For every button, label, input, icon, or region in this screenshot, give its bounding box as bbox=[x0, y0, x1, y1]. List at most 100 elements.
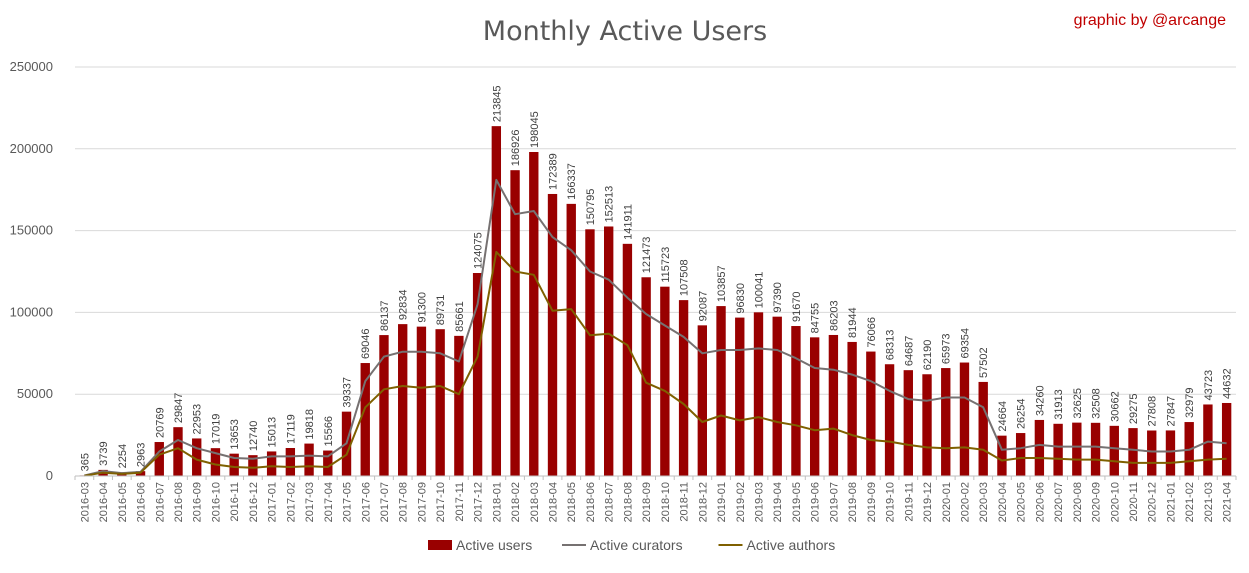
bar-value-label: 89731 bbox=[435, 295, 447, 326]
bar-value-label: 39337 bbox=[342, 377, 354, 408]
x-tick-label: 2021-04 bbox=[1222, 482, 1234, 522]
bar-value-label: 22953 bbox=[192, 404, 204, 435]
x-tick-label: 2018-08 bbox=[622, 482, 634, 522]
bar-value-label: 32508 bbox=[1091, 388, 1103, 419]
bar-value-label: 100041 bbox=[753, 272, 765, 309]
bar-active-users bbox=[660, 286, 670, 476]
x-tick-label: 2021-02 bbox=[1184, 482, 1196, 522]
bar-value-label: 24664 bbox=[997, 401, 1009, 432]
x-tick-label: 2020-10 bbox=[1109, 482, 1121, 522]
bar-active-users bbox=[604, 226, 614, 476]
x-tick-label: 2018-03 bbox=[529, 482, 541, 522]
bar-value-label: 27808 bbox=[1147, 396, 1159, 427]
bar-active-users bbox=[529, 151, 539, 476]
bar-value-label: 43723 bbox=[1203, 370, 1215, 401]
bar-active-users bbox=[154, 442, 164, 476]
x-tick-label: 2019-07 bbox=[828, 482, 840, 522]
bar-active-users bbox=[1147, 430, 1157, 476]
x-tick-label: 2020-09 bbox=[1091, 482, 1103, 522]
bar-value-label: 34260 bbox=[1034, 385, 1046, 416]
bar-active-users bbox=[959, 362, 970, 476]
data-labels: 365 3739 2254 2963 20769 29847 22953 17019 13653… bbox=[79, 85, 1233, 471]
bar-value-label: 31913 bbox=[1053, 389, 1065, 420]
x-tick-label: 2017-05 bbox=[342, 482, 354, 522]
bar-active-users bbox=[735, 317, 745, 476]
axes: 0 50000 100000 150000 200000 250000 2016-03 201… bbox=[10, 59, 1237, 522]
bar-active-users bbox=[978, 381, 988, 476]
x-tick-label: 2019-04 bbox=[772, 482, 784, 522]
bar-value-label: 86203 bbox=[828, 300, 840, 331]
bar-value-label: 103857 bbox=[716, 265, 728, 302]
bar-value-label: 172389 bbox=[548, 153, 560, 190]
bar-value-label: 32979 bbox=[1184, 387, 1196, 418]
bar-value-label: 81944 bbox=[847, 307, 859, 338]
bar-value-label: 213845 bbox=[491, 85, 503, 122]
x-tick-label: 2018-01 bbox=[491, 482, 503, 522]
x-tick-label: 2018-02 bbox=[510, 482, 522, 522]
bar-active-users bbox=[510, 170, 520, 476]
x-tick-label: 2017-02 bbox=[285, 482, 297, 522]
line-series bbox=[84, 178, 1227, 477]
bar-active-users bbox=[1203, 404, 1213, 476]
x-tick-label: 2017-06 bbox=[360, 482, 372, 522]
x-tick-label: 2020-02 bbox=[959, 482, 971, 522]
x-tick-label: 2018-05 bbox=[566, 482, 578, 522]
x-tick-label: 2017-12 bbox=[473, 482, 485, 522]
bar-value-label: 44632 bbox=[1222, 368, 1234, 399]
bar-active-users bbox=[809, 337, 820, 476]
bar-active-users bbox=[1034, 419, 1045, 476]
bar-active-users bbox=[398, 324, 408, 476]
bar-active-users bbox=[266, 451, 277, 476]
x-tick-label: 2020-08 bbox=[1072, 482, 1084, 522]
x-tick-label: 2019-01 bbox=[716, 482, 728, 522]
bar-active-users bbox=[472, 273, 483, 476]
legend-label: Active users bbox=[456, 537, 532, 553]
bar-active-users bbox=[229, 453, 239, 476]
bar-active-users bbox=[1221, 402, 1232, 476]
y-tick-label: 50000 bbox=[17, 386, 53, 401]
gridlines bbox=[75, 66, 1236, 395]
bar-value-label: 15013 bbox=[267, 417, 279, 448]
x-tick-label: 2020-07 bbox=[1053, 482, 1065, 522]
bar-active-users bbox=[360, 363, 370, 476]
bar-active-users bbox=[1128, 428, 1138, 476]
x-tick-label: 2017-07 bbox=[379, 482, 391, 522]
x-tick-label: 2019-10 bbox=[885, 482, 897, 522]
x-tick-label: 2020-12 bbox=[1147, 482, 1159, 522]
bar-active-users bbox=[1072, 422, 1082, 476]
bar-value-label: 115723 bbox=[660, 247, 672, 283]
bar-active-users bbox=[697, 325, 707, 476]
x-tick-label: 2018-07 bbox=[604, 482, 616, 522]
bar-value-label: 65973 bbox=[941, 333, 953, 364]
bar-active-users bbox=[416, 326, 427, 476]
bar-active-users bbox=[791, 326, 801, 476]
bar-value-label: 64687 bbox=[903, 336, 915, 367]
x-tick-label: 2016-08 bbox=[173, 482, 185, 522]
x-tick-label: 2016-06 bbox=[136, 482, 148, 522]
bar-value-label: 76066 bbox=[866, 317, 878, 348]
bar-active-users bbox=[866, 351, 876, 476]
y-tick-label: 0 bbox=[46, 468, 53, 483]
x-tick-label: 2020-04 bbox=[997, 482, 1009, 522]
bar-value-label: 19818 bbox=[304, 409, 316, 440]
bar-active-users bbox=[641, 277, 651, 476]
x-tick-label: 2016-05 bbox=[117, 482, 129, 522]
x-tick-label: 2019-03 bbox=[753, 482, 765, 522]
bar-value-label: 152513 bbox=[604, 186, 616, 223]
x-tick-label: 2017-08 bbox=[398, 482, 410, 522]
bar-value-label: 69354 bbox=[959, 328, 971, 359]
bar-active-users bbox=[491, 126, 502, 476]
x-tick-label: 2018-06 bbox=[585, 482, 597, 522]
bar-active-users bbox=[435, 329, 445, 476]
bar-active-users bbox=[922, 374, 932, 476]
bar-active-users bbox=[585, 229, 595, 476]
bar-value-label: 84755 bbox=[810, 303, 822, 334]
line-active-curators bbox=[84, 178, 1227, 477]
x-tick-label: 2021-01 bbox=[1165, 482, 1177, 522]
x-tick-label: 2018-11 bbox=[679, 482, 691, 522]
x-tick-label: 2016-12 bbox=[248, 482, 260, 522]
x-tick-label: 2019-09 bbox=[866, 482, 878, 522]
x-tick-label: 2020-03 bbox=[978, 482, 990, 522]
